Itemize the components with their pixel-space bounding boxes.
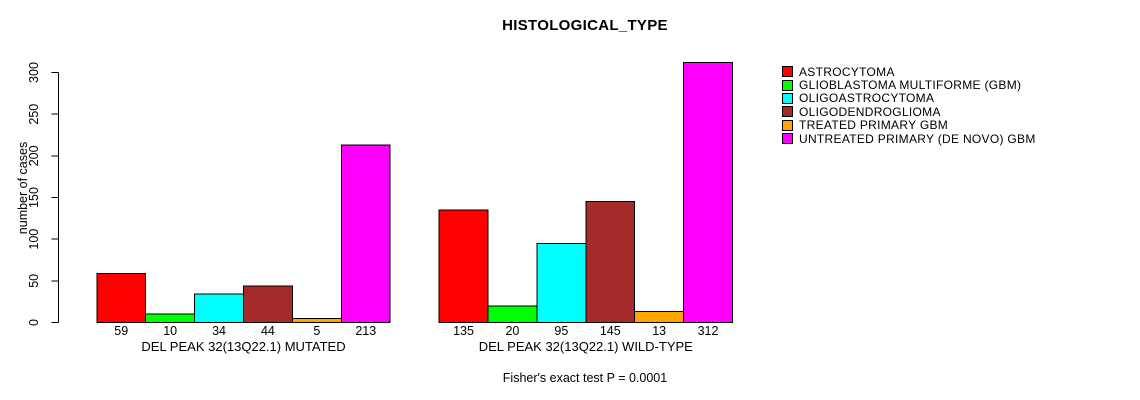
legend-label: ASTROCYTOMA bbox=[799, 64, 895, 79]
bar-value-label: 59 bbox=[114, 324, 128, 338]
legend-label: UNTREATED PRIMARY (DE NOVO) GBM bbox=[799, 131, 1036, 146]
bar-value-label: 5 bbox=[313, 324, 320, 338]
legend-swatch bbox=[782, 66, 793, 78]
group-label: DEL PEAK 32(13Q22.1) MUTATED bbox=[141, 339, 345, 354]
bar bbox=[585, 201, 636, 324]
legend-item: OLIGOASTROCYTOMA bbox=[782, 91, 1036, 106]
bar-value-label: 34 bbox=[212, 324, 226, 338]
legend: ASTROCYTOMA GLIOBLASTOMA MULTIFORME (GBM)… bbox=[782, 64, 1036, 146]
y-tick-label: 300 bbox=[27, 62, 41, 83]
y-tick-label: 250 bbox=[27, 104, 41, 125]
bar bbox=[243, 285, 293, 324]
legend-label: TREATED PRIMARY GBM bbox=[799, 118, 949, 133]
legend-swatch bbox=[782, 106, 793, 118]
bar bbox=[683, 62, 733, 323]
legend-swatch bbox=[782, 79, 793, 91]
legend-label: GLIOBLASTOMA MULTIFORME (GBM) bbox=[799, 78, 1022, 93]
bar-value-label: 95 bbox=[554, 324, 568, 338]
y-tick-label: 50 bbox=[27, 274, 41, 288]
bar bbox=[96, 272, 147, 324]
legend-swatch bbox=[782, 119, 793, 131]
bar-value-label: 44 bbox=[261, 324, 275, 338]
bar bbox=[145, 313, 196, 323]
bar bbox=[340, 144, 391, 323]
legend-swatch bbox=[782, 133, 793, 145]
legend-swatch bbox=[782, 92, 793, 104]
y-tick-label: 200 bbox=[27, 145, 41, 166]
legend-label: OLIGOASTROCYTOMA bbox=[799, 91, 935, 106]
footnote: Fisher's exact test P = 0.0001 bbox=[502, 371, 668, 385]
bar-value-label: 10 bbox=[163, 324, 177, 338]
bar-value-label: 213 bbox=[355, 324, 376, 338]
bar bbox=[536, 242, 587, 323]
legend-label: OLIGODENDROGLIOMA bbox=[799, 104, 941, 119]
legend-item: UNTREATED PRIMARY (DE NOVO) GBM bbox=[782, 131, 1036, 146]
bar bbox=[634, 311, 685, 323]
bar bbox=[291, 317, 342, 324]
legend-item: TREATED PRIMARY GBM bbox=[782, 118, 1036, 133]
bar-value-label: 20 bbox=[505, 324, 519, 338]
legend-item: OLIGODENDROGLIOMA bbox=[782, 104, 1036, 119]
bar bbox=[194, 293, 245, 323]
y-tick-label: 150 bbox=[27, 187, 41, 208]
legend-item: GLIOBLASTOMA MULTIFORME (GBM) bbox=[782, 78, 1036, 93]
bar-value-label: 312 bbox=[698, 324, 719, 338]
y-tick-label: 100 bbox=[27, 229, 41, 250]
bar-value-label: 135 bbox=[453, 324, 474, 338]
bar bbox=[487, 305, 538, 324]
chart-title: HISTOLOGICAL_TYPE bbox=[502, 17, 668, 34]
bar bbox=[438, 209, 489, 323]
bar-value-label: 13 bbox=[652, 324, 666, 338]
bar-value-label: 145 bbox=[600, 324, 621, 338]
y-tick-label: 0 bbox=[27, 319, 41, 326]
group-label: DEL PEAK 32(13Q22.1) WILD-TYPE bbox=[479, 339, 693, 354]
legend-item: ASTROCYTOMA bbox=[782, 64, 1036, 79]
